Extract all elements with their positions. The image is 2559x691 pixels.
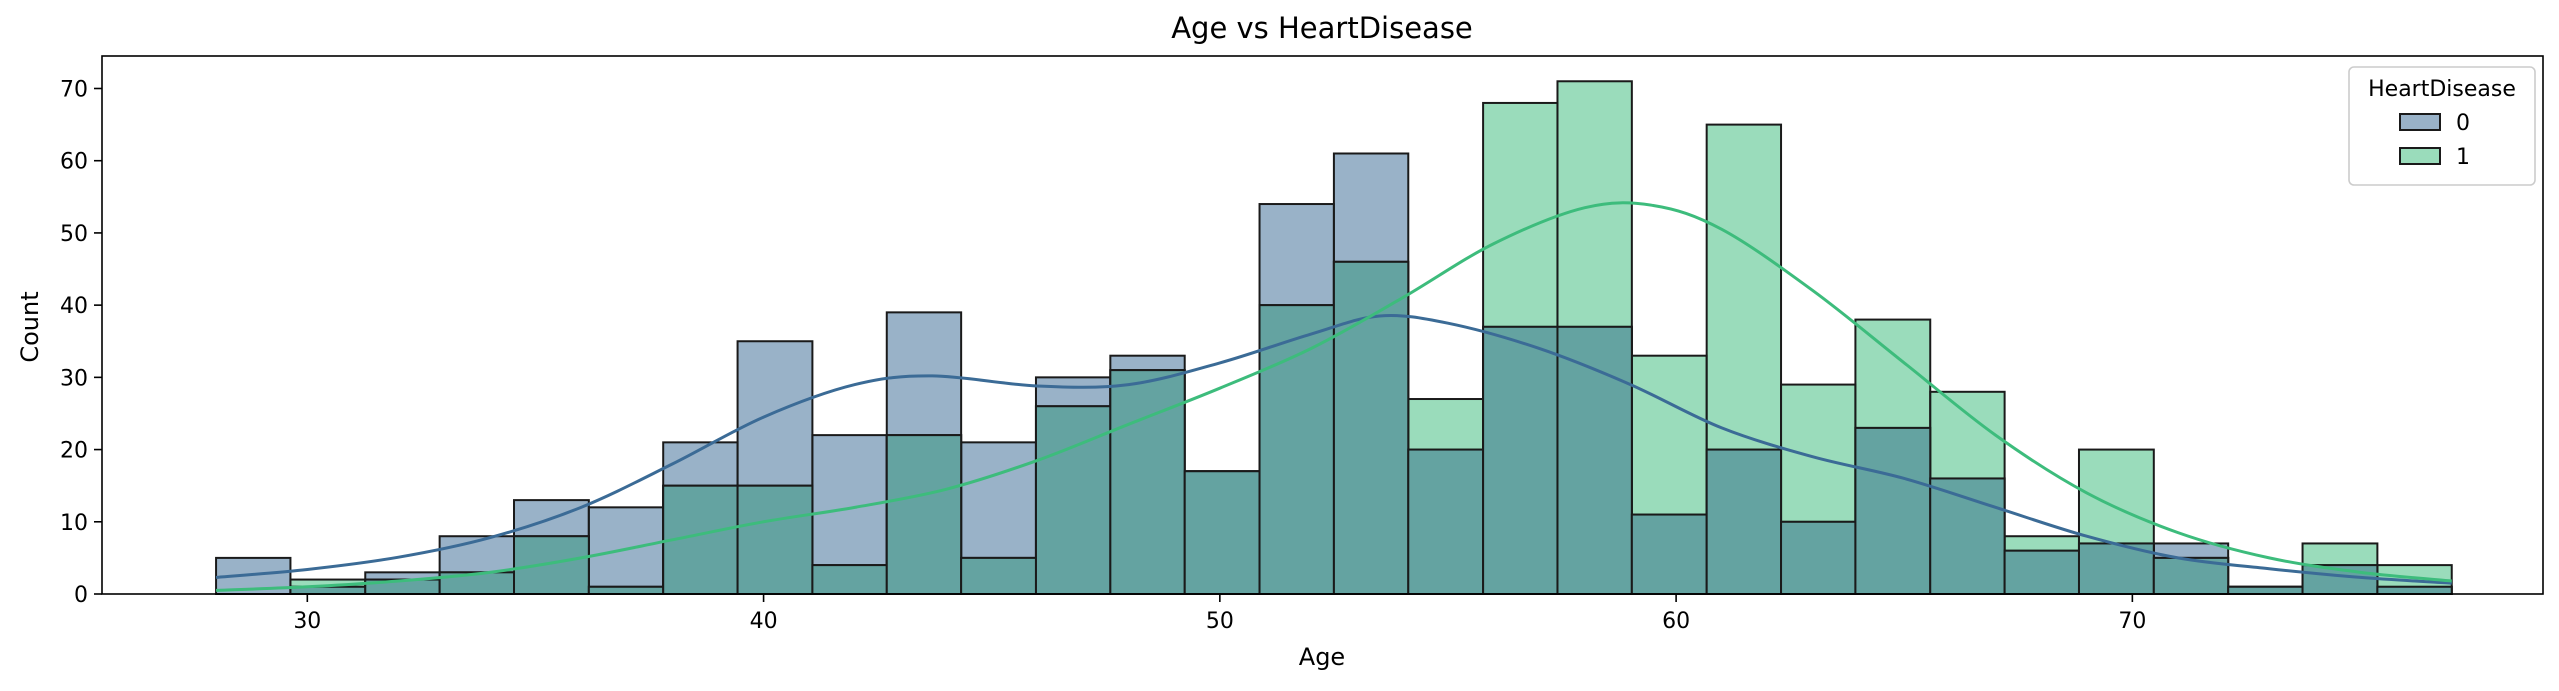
chart-title: Age vs HeartDisease	[1171, 11, 1473, 45]
bar-overlap	[587, 585, 665, 595]
x-tick-label: 50	[1206, 609, 1234, 634]
legend: HeartDisease 0 1	[2348, 66, 2536, 186]
y-tick-label: 70	[60, 77, 88, 102]
bar-overlap	[1109, 369, 1186, 595]
legend-swatch-1	[2399, 147, 2441, 165]
bar-overlap	[1332, 260, 1410, 595]
kde-curves	[215, 201, 2452, 592]
bar-overlap	[1407, 448, 1485, 595]
y-tick-label: 40	[60, 294, 88, 319]
bar-overlap	[1705, 448, 1783, 595]
bar-overlap	[1929, 477, 2006, 596]
bar-overlap	[2376, 585, 2453, 595]
kde-line-series-0	[215, 314, 2452, 585]
y-tick-label: 30	[60, 366, 88, 391]
x-tick-label: 30	[293, 609, 321, 634]
bar-overlap	[885, 434, 963, 595]
bar-overlap	[513, 535, 590, 596]
overlap-bars	[289, 260, 2453, 596]
kde-line-series-1	[216, 201, 2452, 592]
bar-overlap	[1258, 304, 1335, 595]
legend-label-1: 1	[2456, 145, 2470, 170]
bar-overlap	[2301, 564, 2379, 595]
bar-overlap	[1854, 426, 1932, 595]
axes-frame	[101, 55, 2544, 595]
bar-overlap	[1183, 470, 1261, 595]
legend-title: HeartDisease	[2368, 77, 2516, 102]
bar-overlap	[811, 564, 888, 595]
y-axis-label: Count	[16, 291, 44, 362]
y-axis-ticks: 0 10 20 30 40 50 60 70	[60, 77, 102, 608]
bar-overlap	[1482, 325, 1559, 595]
bar-overlap	[960, 556, 1037, 596]
legend-box	[2348, 66, 2536, 186]
bar-overlap	[2003, 549, 2080, 595]
bar-overlap	[736, 484, 814, 596]
y-tick-label: 50	[60, 222, 88, 247]
legend-swatch-0	[2399, 113, 2441, 131]
y-tick-label: 10	[60, 511, 88, 536]
y-tick-label: 60	[60, 150, 88, 175]
legend-label-0: 0	[2456, 111, 2470, 136]
bar-overlap	[1630, 513, 1708, 596]
bar-overlap	[1780, 520, 1857, 595]
y-tick-label: 20	[60, 439, 88, 464]
bar-overlap	[1556, 325, 1633, 595]
x-tick-label: 60	[1662, 609, 1690, 634]
x-tick-label: 40	[750, 609, 778, 634]
bar-overlap	[2227, 585, 2304, 595]
x-axis-label: Age	[1299, 643, 1345, 671]
x-tick-label: 70	[2118, 609, 2146, 634]
y-tick-label: 0	[74, 583, 88, 608]
x-axis-ticks: 30 40 50 60 70	[293, 594, 2146, 634]
bar-overlap	[1034, 405, 1112, 595]
